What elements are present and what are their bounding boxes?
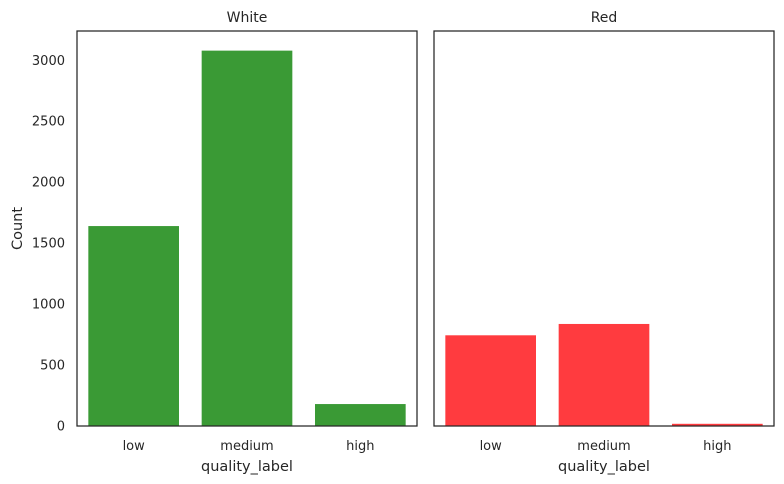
x-tick-label: medium — [577, 439, 630, 454]
bar-medium — [558, 323, 650, 426]
y-tick-label: 0 — [57, 420, 65, 435]
bars — [445, 323, 763, 426]
panel-white: White quality_label Count low medium high … — [10, 10, 418, 475]
y-tick-label: 2500 — [32, 115, 65, 130]
x-tick-label: medium — [220, 439, 273, 454]
bar-low — [445, 335, 536, 426]
x-ticks: low medium high — [480, 439, 732, 454]
y-axis-label: Count — [10, 207, 26, 250]
y-tick-label: 1500 — [32, 237, 65, 252]
chart-title: Red — [591, 10, 618, 26]
x-tick-label: low — [480, 439, 503, 454]
y-tick-label: 3000 — [32, 54, 65, 69]
bar-high — [672, 423, 763, 426]
bar-medium — [201, 50, 293, 427]
bar-low — [88, 226, 179, 426]
plot-frame — [433, 30, 775, 427]
panel-red: Red quality_label low medium high — [433, 10, 775, 475]
y-tick-label: 1000 — [32, 298, 65, 313]
x-tick-label: high — [703, 439, 731, 454]
plot-frame — [76, 30, 418, 427]
x-axis-label: quality_label — [201, 459, 293, 475]
y-ticks: 0 500 1000 1500 2000 2500 3000 — [32, 54, 65, 435]
x-axis-label: quality_label — [558, 459, 650, 475]
bars — [88, 50, 406, 427]
x-ticks: low medium high — [123, 439, 375, 454]
bar-high — [315, 404, 406, 426]
chart-title: White — [227, 10, 268, 26]
y-tick-label: 500 — [40, 359, 65, 374]
x-tick-label: low — [123, 439, 146, 454]
x-tick-label: high — [346, 439, 374, 454]
y-tick-label: 2000 — [32, 176, 65, 191]
